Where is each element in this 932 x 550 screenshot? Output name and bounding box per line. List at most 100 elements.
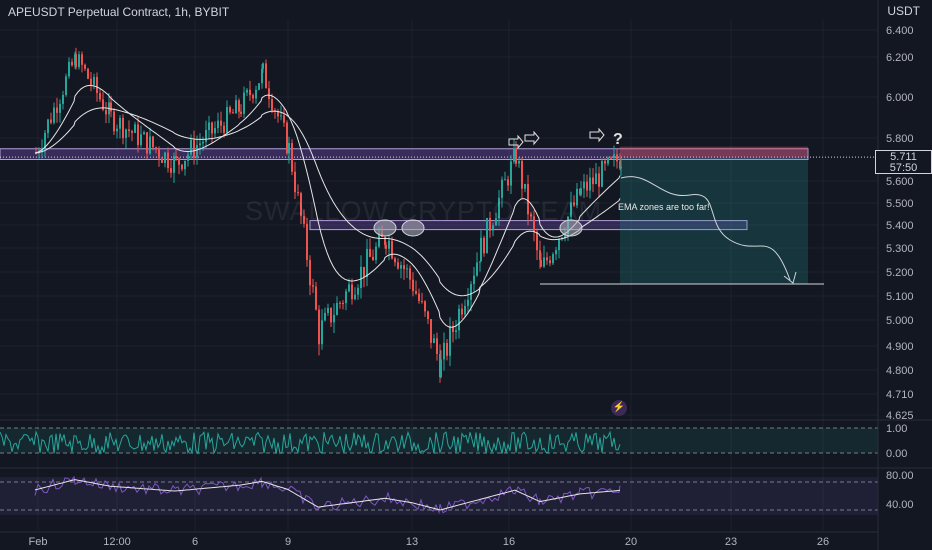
candle	[524, 183, 526, 189]
candle	[235, 100, 237, 114]
candle	[229, 107, 231, 113]
candle	[558, 239, 560, 251]
candle	[205, 129, 207, 142]
candle	[178, 158, 180, 165]
candle	[492, 225, 494, 231]
y-tick-label: 5.800	[886, 133, 914, 145]
candle	[167, 152, 169, 169]
candle	[303, 216, 305, 224]
candle	[604, 161, 606, 164]
osc1-tick-label: 0.00	[886, 448, 907, 460]
highlight-ellipse	[401, 219, 425, 237]
y-tick-label: 4.800	[886, 365, 914, 377]
candle	[47, 119, 49, 133]
candle	[498, 197, 500, 219]
candle	[366, 248, 368, 278]
y-tick-label: 5.200	[886, 267, 914, 279]
candle	[252, 95, 254, 99]
candle	[146, 132, 148, 154]
x-tick-label: 6	[192, 536, 198, 548]
candle	[515, 148, 517, 164]
candle	[573, 202, 575, 206]
y-tick-label: 5.000	[886, 315, 914, 327]
candle	[81, 54, 83, 65]
candle	[555, 250, 557, 255]
candle	[116, 128, 118, 132]
candle	[363, 266, 365, 278]
candle	[552, 254, 554, 264]
candle	[44, 132, 46, 149]
candle	[102, 99, 104, 110]
candle	[394, 258, 396, 263]
osc1-tick-label: 1.00	[886, 423, 907, 435]
y-tick-label: 4.625	[886, 410, 914, 422]
candle	[122, 117, 124, 138]
candle	[443, 342, 445, 360]
candle	[507, 179, 509, 186]
candle	[283, 115, 285, 123]
candle	[68, 61, 70, 77]
candle	[312, 285, 314, 287]
y-tick-label: 6.000	[886, 92, 914, 104]
candle	[412, 279, 414, 292]
candle	[464, 305, 466, 315]
candle	[255, 89, 257, 99]
arrow-hand-icon	[589, 127, 605, 143]
candle	[486, 217, 488, 254]
candle	[187, 154, 189, 161]
candle	[208, 122, 210, 130]
candle	[372, 256, 374, 261]
candle	[470, 284, 472, 300]
candle	[415, 291, 417, 294]
candle	[280, 115, 282, 117]
candle	[238, 100, 240, 112]
candle	[351, 284, 353, 300]
x-tick-label: 12:00	[103, 536, 131, 548]
candle	[262, 63, 264, 69]
candle	[291, 142, 293, 172]
candle	[354, 294, 356, 300]
candle	[318, 309, 320, 345]
candle	[495, 218, 497, 226]
candle	[158, 149, 160, 159]
candle	[504, 179, 506, 181]
candle	[501, 179, 503, 198]
x-tick-label: 23	[725, 536, 737, 548]
candle	[540, 259, 542, 267]
candle	[265, 63, 267, 89]
candle	[306, 223, 308, 260]
candle	[300, 193, 302, 217]
watermark: SWALLOW CRYPTO TEAM	[245, 196, 603, 226]
last-price-label: 5.711 57:50	[875, 150, 932, 174]
candle	[536, 231, 538, 251]
candle	[96, 76, 98, 94]
question-mark-icon: ?	[613, 131, 623, 148]
candle	[348, 284, 350, 292]
x-tick-label: 9	[285, 536, 291, 548]
candle	[271, 99, 273, 111]
candle	[134, 124, 136, 133]
candle	[181, 164, 183, 170]
candle	[476, 262, 478, 276]
candle	[184, 160, 186, 170]
candle	[533, 216, 535, 232]
y-tick-label: 5.500	[886, 198, 914, 210]
candle	[455, 330, 457, 333]
candle	[249, 89, 251, 96]
osc1-line	[0, 430, 621, 456]
lightning-icon[interactable]: ⚡	[611, 400, 627, 416]
candle	[527, 183, 529, 215]
candle	[375, 246, 377, 261]
candle	[620, 166, 622, 169]
candle	[543, 257, 545, 267]
candle	[321, 320, 323, 345]
candle	[164, 152, 166, 163]
candle	[580, 188, 582, 195]
candle	[391, 240, 393, 259]
arrow-hand-icon	[508, 134, 524, 150]
candle	[385, 244, 387, 249]
candle	[143, 132, 145, 135]
candle	[483, 237, 485, 254]
